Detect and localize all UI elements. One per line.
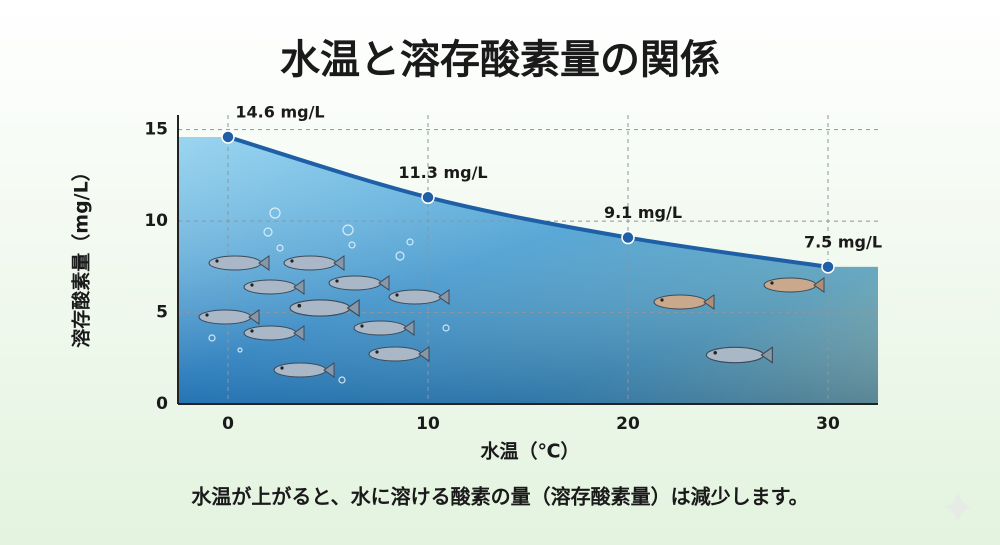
x-tick-label: 10 [416,414,440,434]
fish-eye [215,259,219,263]
fish-body [289,299,351,317]
fish-eye [770,281,774,285]
fish-eye [395,293,399,297]
fish-eye [713,351,717,355]
bubble [348,241,356,249]
y-tick-label: 15 [144,120,168,140]
fish [198,309,260,325]
data-point [421,190,435,205]
fish-tail [248,309,260,325]
y-tick-label: 0 [156,394,168,414]
fish-eye [205,313,209,317]
fish-tail [346,298,360,318]
fish-body [705,346,765,364]
fish [243,279,305,295]
y-tick-label: 5 [156,303,168,323]
fish-body [198,309,252,325]
bubble [263,227,273,237]
fish-eye [660,298,664,302]
y-axis-label: 溶存酸素量（mg/L） [70,162,93,347]
data-point [221,130,235,144]
chart-title: 水温と溶存酸素量の関係 [280,37,720,83]
fish-tail [258,255,270,271]
data-point [621,230,635,245]
fish-eye [335,279,339,283]
fish [328,275,390,291]
data-label: 14.6 mg/L [235,102,324,121]
bubble [269,207,281,219]
bubble [237,347,243,353]
plot-area: 0 5 10 15 0 10 20 30 14.6 mg/L 11.3 mg/L 9.1 mg/L 7… [144,102,882,434]
x-tick-label: 0 [222,414,234,434]
bubble [338,376,346,384]
fish-eye [375,350,379,354]
fish [273,362,335,378]
fish-tail [438,289,450,305]
x-axis-label: 水温（℃） [480,440,579,463]
fish-body [388,289,442,305]
fish-eye [250,329,254,333]
water-shade [178,136,878,404]
fish-body [328,275,382,291]
fish-body [353,320,407,336]
fish-decoration [198,207,825,384]
bubble [208,334,216,342]
fish-tail [293,325,305,341]
y-tick-label: 10 [144,211,168,231]
fish-eye [250,283,254,287]
fish [368,346,430,362]
fish [353,320,415,336]
fish-body [243,325,297,341]
fish-tail [333,255,345,271]
sparkle [944,492,972,522]
fish-tail [403,320,415,336]
fish-body [283,255,337,271]
fish-eye [297,303,302,308]
x-tick-label: 30 [816,414,840,434]
fish [243,325,305,341]
fish-tail [760,346,773,364]
fish-tail [378,275,390,291]
fish [763,277,825,293]
data-point [821,260,835,274]
fish [283,255,345,271]
bubble [406,238,414,246]
fish-eye [290,259,294,263]
fish [208,255,270,271]
fish-eye [360,324,364,328]
fish-tail [813,277,825,293]
bubble [395,251,405,261]
fish-body [763,277,817,293]
data-label: 7.5 mg/L [804,232,882,251]
fish [653,294,715,310]
fish-body [368,346,422,362]
bubble [442,324,450,332]
bubble [276,244,284,252]
caption: 水温が上がると、水に溶ける酸素の量（溶存酸素量）は減少します。 [191,485,808,509]
data-label: 9.1 mg/L [604,203,682,222]
fish-body [273,362,327,378]
bubble [342,224,354,236]
fish-tail [418,346,430,362]
fish-tail [323,362,335,378]
x-tick-label: 20 [616,414,640,434]
fish [705,346,773,364]
data-label: 11.3 mg/L [398,163,487,182]
fish [388,289,450,305]
fish-body [243,279,297,295]
fish-body [208,255,262,271]
fish-eye [280,366,284,370]
fish-body [653,294,707,310]
line [227,135,829,269]
fish [289,298,360,318]
fish-tail [293,279,305,295]
fish-tail [703,294,715,310]
